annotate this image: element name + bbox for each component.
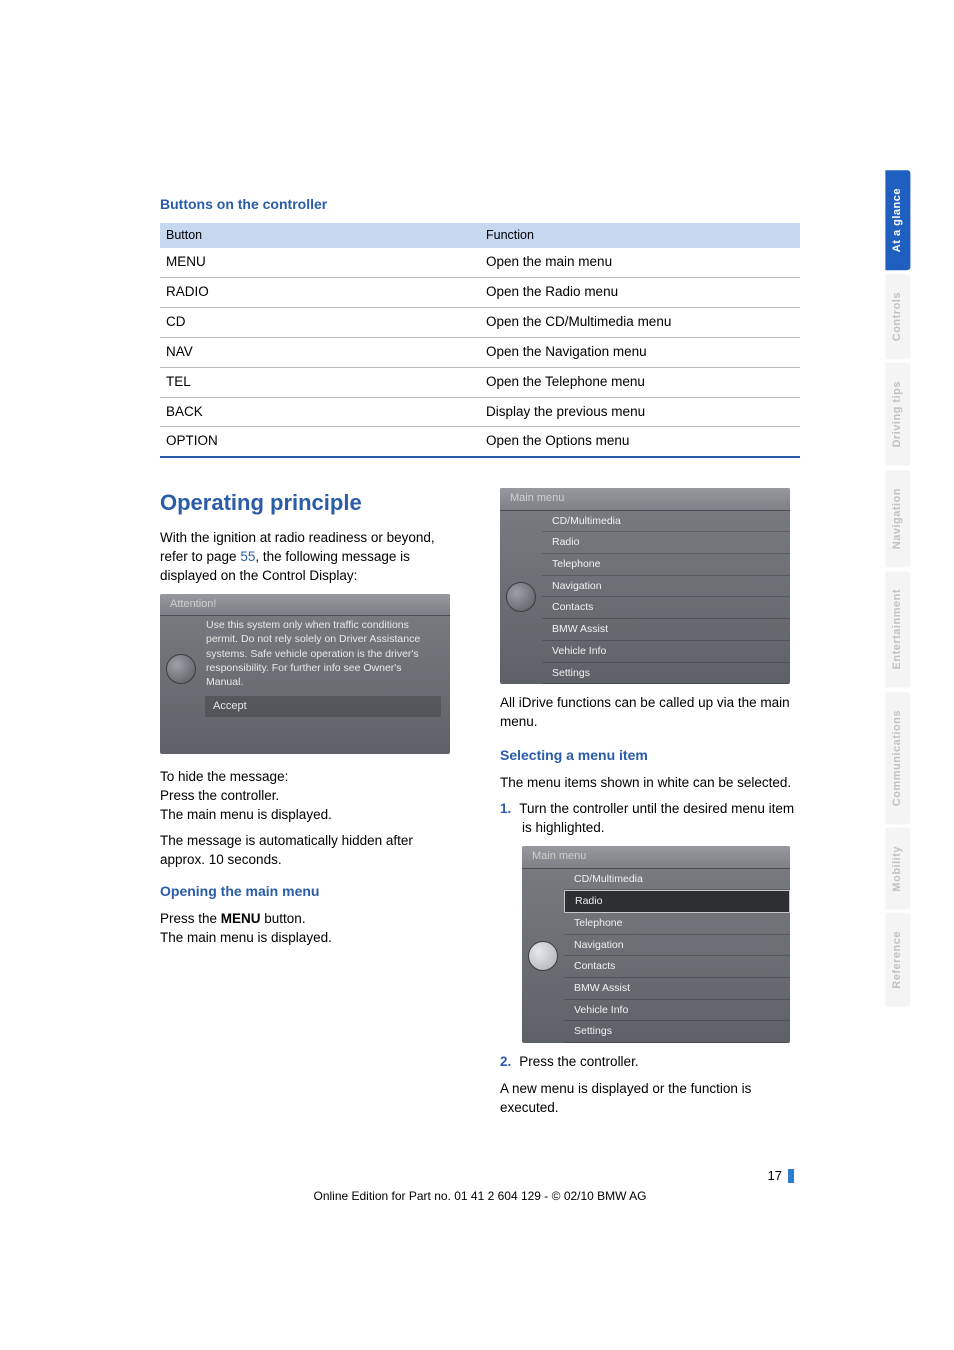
controller-knob-icon — [500, 511, 542, 685]
step-number: 1. — [500, 801, 511, 816]
menu-list: CD/Multimedia Radio Telephone Navigation… — [564, 869, 790, 1044]
attention-screenshot: Attention! Use this system only when tra… — [160, 594, 450, 754]
menu-item: Settings — [564, 1021, 790, 1043]
table-cell-button: TEL — [160, 367, 480, 397]
list-item: 1. Turn the controller until the desired … — [500, 800, 800, 838]
mainmenu-screenshot-2: Main menu CD/Multimedia Radio Telephone … — [522, 846, 790, 1043]
table-header-function: Function — [480, 223, 800, 249]
table-row: TELOpen the Telephone menu — [160, 367, 800, 397]
table-cell-button: MENU — [160, 248, 480, 277]
controller-knob-icon — [166, 654, 196, 684]
menu-item: Navigation — [542, 576, 790, 598]
menu-item: Radio — [542, 532, 790, 554]
table-cell-button: OPTION — [160, 427, 480, 457]
menu-item: Contacts — [564, 956, 790, 978]
operating-intro: With the ignition at radio readiness or … — [160, 529, 460, 586]
table-cell-button: NAV — [160, 337, 480, 367]
text: Press the controller. — [160, 787, 460, 806]
table-cell-function: Open the Radio menu — [480, 277, 800, 307]
text: Press the MENU button. — [160, 910, 460, 929]
mainmenu-title: Main menu — [522, 846, 790, 868]
table-cell-function: Open the Navigation menu — [480, 337, 800, 367]
table-row: NAVOpen the Navigation menu — [160, 337, 800, 367]
text: All iDrive functions can be called up vi… — [500, 694, 800, 732]
tab-entertainment[interactable]: Entertainment — [885, 571, 910, 687]
table-cell-button: CD — [160, 307, 480, 337]
page-marker-icon — [788, 1169, 794, 1183]
table-cell-function: Open the Options menu — [480, 427, 800, 457]
table-cell-function: Open the CD/Multimedia menu — [480, 307, 800, 337]
selecting-heading: Selecting a menu item — [500, 746, 800, 766]
menu-item: Contacts — [542, 597, 790, 619]
step-number: 2. — [500, 1054, 511, 1069]
text: button. — [261, 911, 306, 926]
text: To hide the message: — [160, 768, 460, 787]
menu-list: CD/Multimedia Radio Telephone Navigation… — [542, 511, 790, 685]
table-row: MENUOpen the main menu — [160, 248, 800, 277]
page: At a glance Controls Driving tips Naviga… — [0, 0, 954, 1350]
menu-button-label: MENU — [221, 911, 261, 926]
menu-item: Telephone — [564, 913, 790, 935]
controller-knob-icon — [522, 869, 564, 1044]
menu-item: Vehicle Info — [542, 641, 790, 663]
tab-controls[interactable]: Controls — [885, 274, 910, 359]
buttons-heading: Buttons on the controller — [160, 195, 800, 215]
page-number: 17 — [768, 1167, 794, 1185]
footer-line: Online Edition for Part no. 01 41 2 604 … — [160, 1188, 800, 1205]
menu-item: BMW Assist — [564, 978, 790, 1000]
buttons-table: Button Function MENUOpen the main menu R… — [160, 223, 800, 459]
table-row: OPTIONOpen the Options menu — [160, 427, 800, 457]
open-menu-heading: Opening the main menu — [160, 882, 460, 902]
table-cell-button: BACK — [160, 397, 480, 427]
menu-item: Settings — [542, 663, 790, 685]
menu-item-highlighted: Radio — [564, 890, 790, 913]
attention-accept: Accept — [204, 695, 442, 718]
table-row: CDOpen the CD/Multimedia menu — [160, 307, 800, 337]
table-cell-function: Open the main menu — [480, 248, 800, 277]
tab-mobility[interactable]: Mobility — [885, 828, 910, 910]
text: The message is automatically hidden afte… — [160, 832, 460, 870]
operating-heading: Operating principle — [160, 488, 460, 519]
menu-item: Navigation — [564, 935, 790, 957]
attention-title: Attention! — [160, 594, 450, 616]
text: Press the — [160, 911, 221, 926]
mainmenu-title: Main menu — [500, 488, 790, 510]
left-column: Operating principle With the ignition at… — [160, 488, 460, 955]
menu-item: CD/Multimedia — [564, 869, 790, 891]
menu-item: Vehicle Info — [564, 1000, 790, 1022]
content-area: Buttons on the controller Button Functio… — [160, 195, 800, 1126]
text: The menu items shown in white can be sel… — [500, 774, 800, 793]
tab-at-a-glance[interactable]: At a glance — [885, 170, 910, 270]
step-text: Turn the controller until the desired me… — [519, 801, 794, 835]
table-row: RADIOOpen the Radio menu — [160, 277, 800, 307]
step-text: Press the controller. — [519, 1054, 638, 1069]
menu-item: CD/Multimedia — [542, 511, 790, 533]
table-row: BACKDisplay the previous menu — [160, 397, 800, 427]
text: The main menu is displayed. — [160, 806, 460, 825]
text: The main menu is displayed. — [160, 929, 460, 948]
tab-navigation[interactable]: Navigation — [885, 470, 910, 567]
side-tabs: At a glance Controls Driving tips Naviga… — [885, 170, 909, 1011]
tab-driving-tips[interactable]: Driving tips — [885, 363, 910, 466]
page-link-55[interactable]: 55 — [240, 549, 255, 564]
menu-item: BMW Assist — [542, 619, 790, 641]
table-header-button: Button — [160, 223, 480, 249]
table-cell-button: RADIO — [160, 277, 480, 307]
step-list: 2. Press the controller. — [500, 1053, 800, 1072]
tab-reference[interactable]: Reference — [885, 913, 910, 1007]
attention-body: Use this system only when traffic condit… — [160, 616, 450, 691]
tab-communications[interactable]: Communications — [885, 692, 910, 824]
list-item: 2. Press the controller. — [500, 1053, 800, 1072]
step-list: 1. Turn the controller until the desired … — [500, 800, 800, 838]
table-cell-function: Display the previous menu — [480, 397, 800, 427]
mainmenu-screenshot-1: Main menu CD/Multimedia Radio Telephone … — [500, 488, 790, 684]
menu-item: Telephone — [542, 554, 790, 576]
right-column: Main menu CD/Multimedia Radio Telephone … — [500, 488, 800, 1126]
table-cell-function: Open the Telephone menu — [480, 367, 800, 397]
page-number-text: 17 — [768, 1168, 782, 1183]
text: A new menu is displayed or the function … — [500, 1080, 800, 1118]
